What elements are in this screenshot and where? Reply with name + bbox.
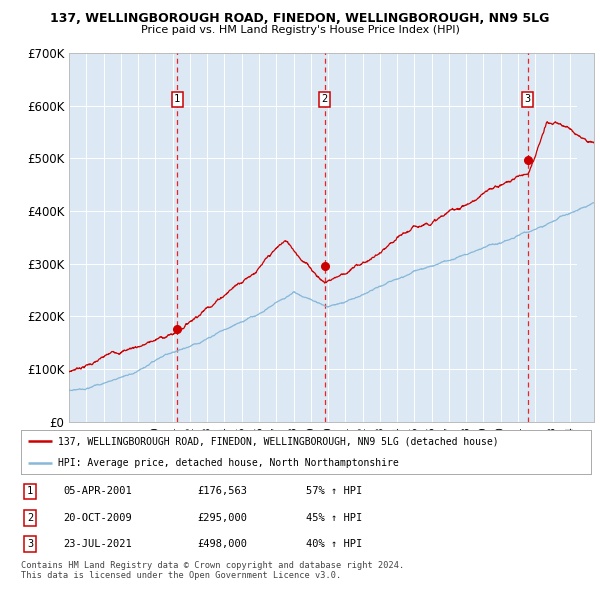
Text: 2: 2 (27, 513, 33, 523)
Text: 3: 3 (27, 539, 33, 549)
Text: 137, WELLINGBOROUGH ROAD, FINEDON, WELLINGBOROUGH, NN9 5LG: 137, WELLINGBOROUGH ROAD, FINEDON, WELLI… (50, 12, 550, 25)
Text: 23-JUL-2021: 23-JUL-2021 (64, 539, 133, 549)
Bar (577, 53, 600, 422)
Text: Price paid vs. HM Land Registry's House Price Index (HPI): Price paid vs. HM Land Registry's House … (140, 25, 460, 35)
Text: HPI: Average price, detached house, North Northamptonshire: HPI: Average price, detached house, Nort… (58, 458, 399, 468)
Text: 45% ↑ HPI: 45% ↑ HPI (306, 513, 362, 523)
Text: Contains HM Land Registry data © Crown copyright and database right 2024.
This d: Contains HM Land Registry data © Crown c… (21, 560, 404, 580)
Text: 2: 2 (322, 94, 328, 104)
Text: £498,000: £498,000 (198, 539, 248, 549)
Text: 3: 3 (524, 94, 530, 104)
Text: 1: 1 (174, 94, 181, 104)
Text: £176,563: £176,563 (198, 486, 248, 496)
Text: 57% ↑ HPI: 57% ↑ HPI (306, 486, 362, 496)
Text: 137, WELLINGBOROUGH ROAD, FINEDON, WELLINGBOROUGH, NN9 5LG (detached house): 137, WELLINGBOROUGH ROAD, FINEDON, WELLI… (58, 437, 499, 447)
Text: 40% ↑ HPI: 40% ↑ HPI (306, 539, 362, 549)
Text: 20-OCT-2009: 20-OCT-2009 (64, 513, 133, 523)
Text: 1: 1 (27, 486, 33, 496)
Text: £295,000: £295,000 (198, 513, 248, 523)
Text: 05-APR-2001: 05-APR-2001 (64, 486, 133, 496)
